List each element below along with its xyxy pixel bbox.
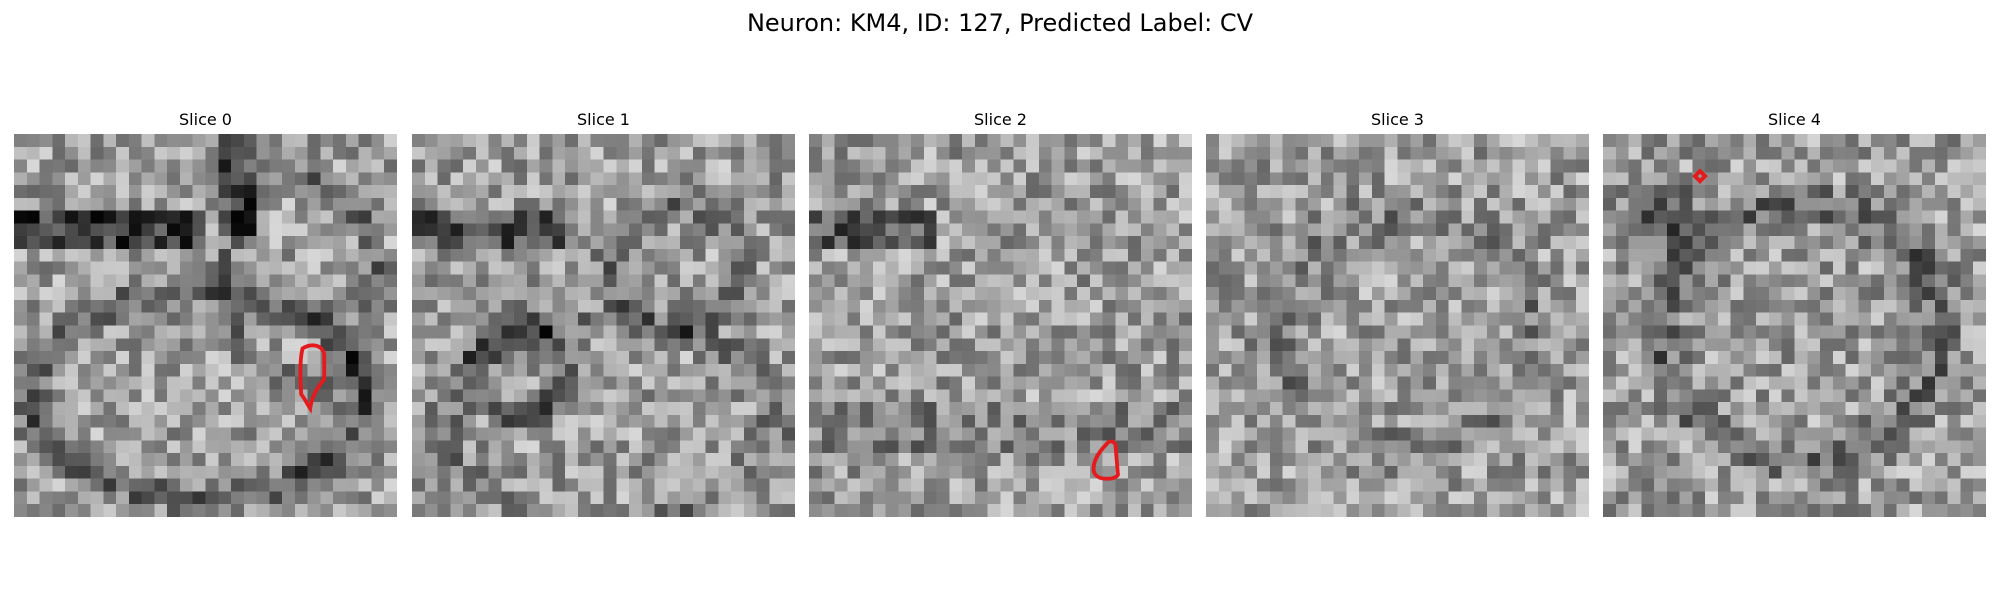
slice-title: Slice 0 <box>179 110 232 129</box>
em-slice-image <box>809 134 1192 517</box>
em-slice-image <box>1603 134 1986 517</box>
slice-title: Slice 3 <box>1371 110 1424 129</box>
em-slice-image <box>1206 134 1589 517</box>
em-slice-image <box>412 134 795 517</box>
segmentation-contour <box>1692 168 1708 184</box>
segmentation-contour <box>298 343 327 414</box>
figure-title: Neuron: KM4, ID: 127, Predicted Label: C… <box>746 9 1254 37</box>
slice-title: Slice 1 <box>577 110 630 129</box>
slice-title: Slice 4 <box>1768 110 1821 129</box>
em-slice-image <box>14 134 397 517</box>
slice-title: Slice 2 <box>974 110 1027 129</box>
segmentation-contour <box>1091 439 1120 481</box>
